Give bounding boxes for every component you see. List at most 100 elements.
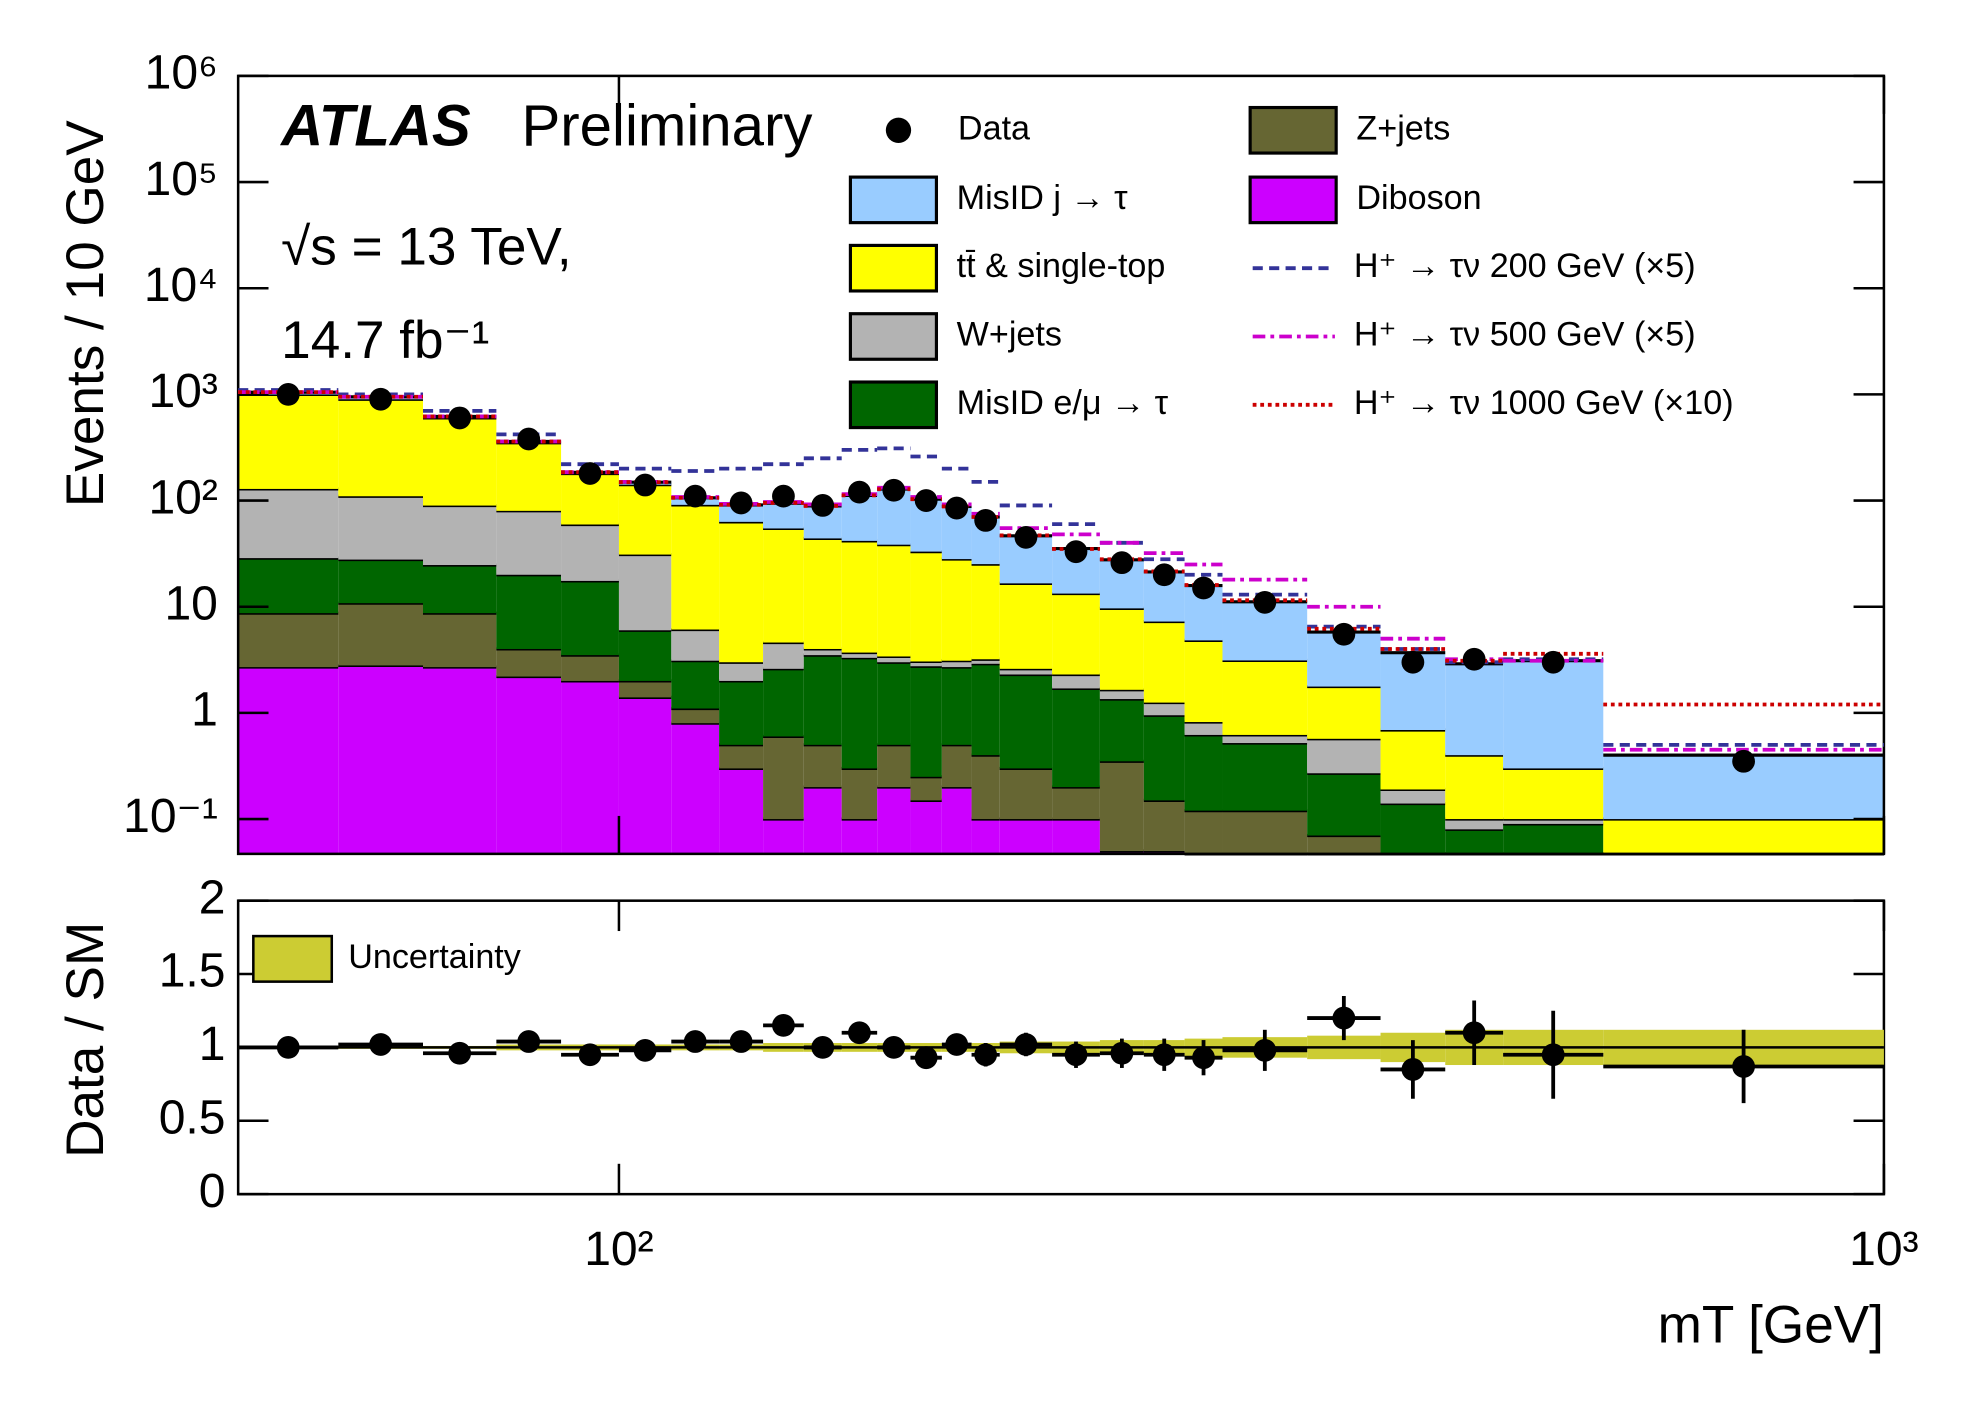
stack-segment bbox=[338, 559, 423, 604]
stack-segment bbox=[338, 665, 423, 854]
stack-segment bbox=[496, 574, 562, 649]
stack-segment bbox=[422, 613, 497, 668]
y-tick-label: 10⁵ bbox=[145, 152, 218, 206]
stack-segment bbox=[1143, 715, 1185, 801]
x-tick-label: 10³ bbox=[1849, 1222, 1918, 1276]
stack-segment bbox=[496, 510, 562, 575]
stack-segment bbox=[1603, 819, 1884, 854]
y-tick-label: 10 bbox=[164, 576, 217, 630]
stack-segment bbox=[1052, 593, 1100, 675]
stack-segment bbox=[841, 819, 878, 854]
stack-segment bbox=[1052, 674, 1100, 689]
stack-segment bbox=[719, 680, 764, 745]
stack-segment bbox=[1222, 743, 1308, 811]
legend-label: Diboson bbox=[1356, 179, 1481, 217]
stack-segment bbox=[1380, 789, 1446, 804]
stack-segment bbox=[1503, 768, 1604, 820]
stack-segment bbox=[1445, 829, 1504, 854]
ratio-point bbox=[848, 1021, 871, 1045]
legend-label: H⁺ → τν 500 GeV (×5) bbox=[1354, 316, 1696, 354]
legend-swatch bbox=[848, 243, 939, 293]
legend-label: H⁺ → τν 1000 GeV (×10) bbox=[1354, 384, 1734, 422]
legend-swatch bbox=[848, 175, 939, 225]
legend-label: MisID e/μ → τ bbox=[957, 384, 1169, 422]
stack-segment bbox=[803, 787, 842, 854]
stack-segment bbox=[671, 723, 720, 854]
data-point bbox=[811, 494, 835, 517]
legend-label: Uncertainty bbox=[348, 938, 521, 976]
stack-segment bbox=[999, 674, 1053, 769]
stack-segment bbox=[803, 648, 842, 656]
legend-swatch bbox=[252, 934, 334, 983]
ratio-point bbox=[729, 1030, 753, 1053]
stack-segment bbox=[1222, 734, 1308, 744]
stack-segment bbox=[1052, 787, 1100, 820]
stack-segment bbox=[338, 496, 423, 560]
stack-segment bbox=[910, 666, 942, 777]
ratio-point bbox=[1064, 1043, 1088, 1067]
stack-segment bbox=[999, 583, 1053, 669]
stack-segment bbox=[561, 524, 619, 581]
stack-segment bbox=[971, 663, 1000, 756]
ratio-point bbox=[1462, 1021, 1486, 1045]
data-point bbox=[1332, 622, 1356, 646]
stack-segment bbox=[1184, 722, 1223, 735]
stack-segment bbox=[910, 776, 942, 801]
stack-segment bbox=[561, 655, 619, 681]
stack-segment bbox=[1445, 663, 1504, 756]
stack-segment bbox=[1380, 730, 1446, 790]
data-point bbox=[945, 496, 969, 520]
ratio-tick-label: 1.5 bbox=[159, 944, 226, 998]
stack-segment bbox=[941, 667, 972, 745]
data-point bbox=[517, 427, 541, 451]
stack-segment bbox=[1143, 621, 1185, 703]
stack-segment bbox=[1184, 734, 1223, 811]
stack-segment bbox=[763, 528, 804, 643]
data-point bbox=[369, 387, 393, 411]
stack-segment bbox=[1503, 660, 1604, 769]
stack-segment bbox=[561, 680, 619, 854]
stack-segment bbox=[671, 629, 720, 661]
stack-segment bbox=[671, 504, 720, 630]
stack-segment bbox=[971, 819, 1000, 854]
stack-segment bbox=[971, 659, 1000, 664]
stack-segment bbox=[618, 630, 672, 681]
legend-label: Z+jets bbox=[1356, 109, 1450, 147]
ratio-axis-title: Data / SM bbox=[56, 922, 115, 1158]
stack-segment bbox=[719, 768, 764, 854]
y-tick-label: 1 bbox=[191, 683, 218, 737]
y-tick-label: 10³ bbox=[148, 364, 217, 418]
stack-segment bbox=[1222, 810, 1308, 854]
stack-segment bbox=[496, 442, 562, 511]
ratio-point bbox=[772, 1014, 795, 1037]
stack-segment bbox=[719, 744, 764, 769]
stack-segment bbox=[238, 558, 339, 614]
stack-segment bbox=[719, 662, 764, 681]
stack-segment bbox=[1099, 699, 1144, 762]
stack-segment bbox=[910, 551, 942, 662]
stack-segment bbox=[1445, 819, 1504, 830]
data-point bbox=[1064, 540, 1088, 564]
data-point bbox=[772, 484, 795, 508]
stack-segment bbox=[238, 667, 339, 854]
ratio-point bbox=[633, 1038, 657, 1062]
stack-segment bbox=[1222, 660, 1308, 735]
x-axis-title: mT [GeV] bbox=[1658, 1295, 1884, 1354]
data-point bbox=[633, 473, 657, 497]
stack-segment bbox=[1143, 702, 1185, 716]
ratio-point bbox=[517, 1030, 541, 1053]
stack-segment bbox=[803, 655, 842, 745]
stack-segment bbox=[1143, 800, 1185, 852]
data-point bbox=[1014, 525, 1038, 549]
energy: √s = 13 TeV, bbox=[281, 218, 572, 277]
ratio-tick-label: 1 bbox=[199, 1017, 226, 1071]
data-point bbox=[1192, 576, 1215, 600]
stack-segment bbox=[841, 540, 878, 653]
stack-segment bbox=[763, 642, 804, 669]
stack-segment bbox=[971, 564, 1000, 660]
data-point bbox=[1110, 551, 1134, 575]
data-point bbox=[578, 462, 602, 485]
ratio-tick-label: 2 bbox=[199, 870, 226, 924]
